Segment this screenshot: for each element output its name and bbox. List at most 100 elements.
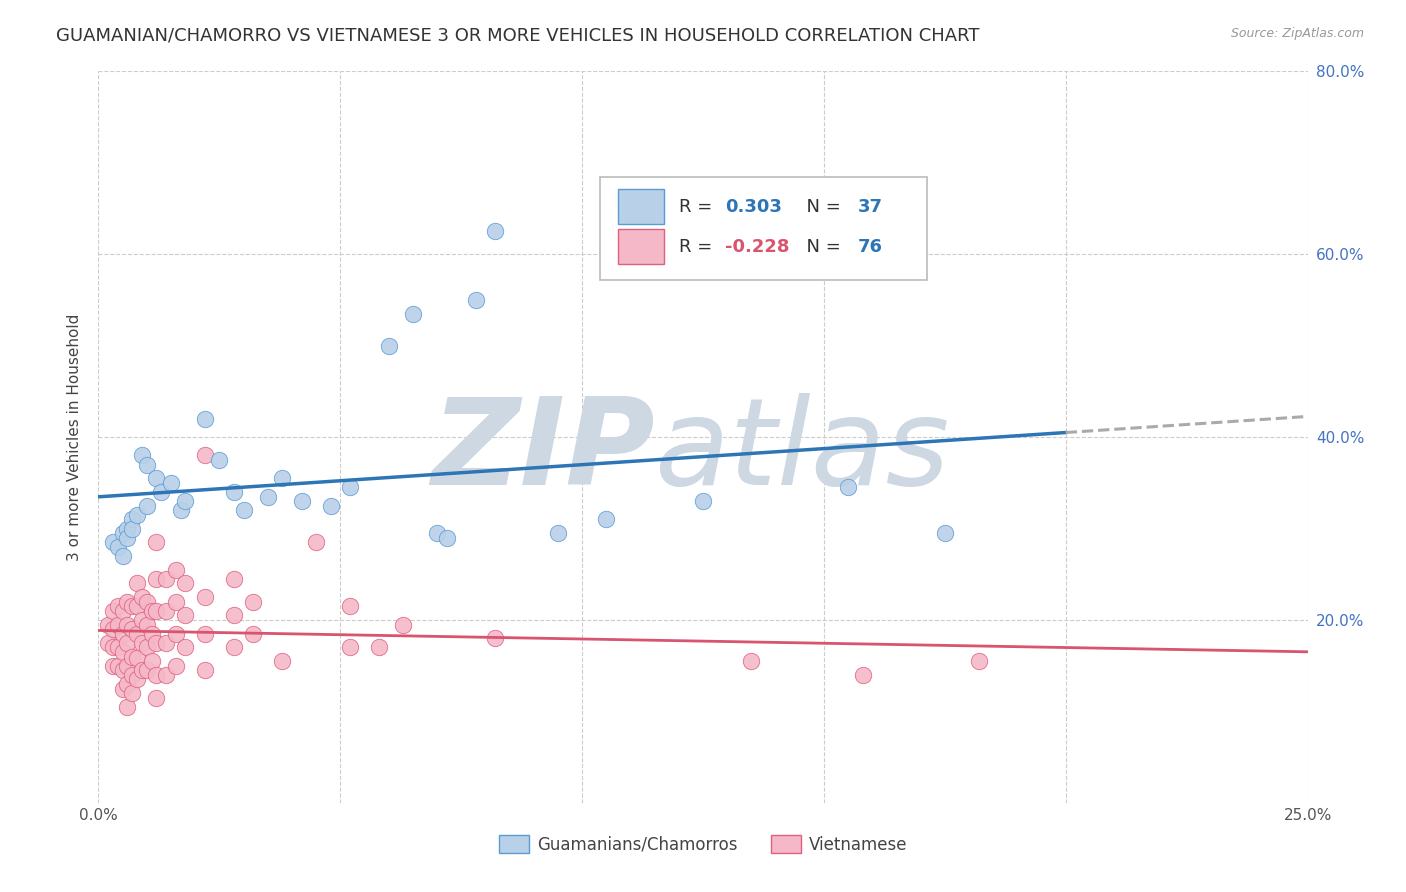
Point (131, 636, 153, 650)
Point (135, 594, 157, 608)
Point (208, 453, 231, 467)
FancyBboxPatch shape (600, 178, 927, 280)
Point (117, 594, 139, 608)
Point (131, 663, 153, 677)
Point (242, 594, 264, 608)
Point (242, 626, 264, 640)
Point (484, 632, 506, 646)
Point (141, 654, 163, 668)
Point (967, 654, 990, 668)
Point (121, 521, 143, 535)
Point (392, 617, 415, 632)
Point (121, 512, 143, 526)
Point (135, 640, 157, 655)
Point (127, 673, 149, 687)
Point (141, 604, 163, 618)
Text: GUAMANIAN/CHAMORRO VS VIETNAMESE 3 OR MORE VEHICLES IN HOUSEHOLD CORRELATION CHA: GUAMANIAN/CHAMORRO VS VIETNAMESE 3 OR MO… (56, 27, 980, 45)
Point (127, 599, 149, 614)
Text: R =: R = (679, 238, 718, 256)
Point (194, 448, 217, 462)
Point (339, 480, 361, 494)
Point (145, 471, 167, 485)
Point (117, 531, 139, 545)
Point (368, 640, 391, 655)
Point (165, 563, 187, 577)
Point (436, 531, 458, 545)
Point (595, 512, 617, 526)
Text: R =: R = (679, 198, 718, 216)
Point (127, 576, 149, 591)
Point (111, 626, 134, 640)
Point (934, 526, 956, 541)
Text: -0.228: -0.228 (724, 238, 789, 256)
Text: 37: 37 (858, 198, 883, 216)
Point (131, 448, 153, 462)
Point (145, 636, 167, 650)
Point (222, 485, 245, 500)
Point (101, 604, 124, 618)
Point (121, 667, 143, 681)
Point (107, 658, 129, 673)
Point (377, 338, 399, 352)
Point (117, 699, 139, 714)
Point (107, 617, 129, 632)
Point (339, 640, 361, 655)
Point (135, 663, 157, 677)
Text: 0.303: 0.303 (724, 198, 782, 216)
Point (169, 503, 191, 517)
Point (117, 521, 139, 535)
Point (101, 622, 124, 636)
Point (111, 549, 134, 563)
Point (97, 617, 120, 632)
Point (127, 508, 149, 522)
Point (121, 622, 143, 636)
Text: N =: N = (794, 238, 846, 256)
Text: atlas: atlas (655, 393, 950, 510)
Point (107, 540, 129, 554)
Point (117, 617, 139, 632)
Point (131, 613, 153, 627)
Point (194, 663, 217, 677)
Point (121, 649, 143, 664)
Point (319, 499, 342, 513)
Point (107, 640, 129, 655)
Point (117, 658, 139, 673)
Point (837, 480, 859, 494)
Point (135, 617, 157, 632)
Text: N =: N = (794, 198, 846, 216)
Point (305, 535, 328, 549)
Point (484, 224, 506, 238)
Point (111, 645, 134, 659)
Point (852, 667, 875, 681)
Point (174, 576, 197, 591)
Point (101, 640, 124, 655)
Point (174, 608, 197, 623)
Point (271, 471, 294, 485)
Point (111, 526, 134, 541)
Point (174, 640, 197, 655)
Point (165, 594, 187, 608)
Point (107, 599, 129, 614)
Point (165, 626, 187, 640)
Point (145, 572, 167, 586)
Point (339, 599, 361, 614)
Point (222, 572, 245, 586)
Point (127, 626, 149, 640)
Point (150, 485, 173, 500)
Point (155, 636, 177, 650)
Point (256, 490, 278, 504)
Legend: Guamanians/Chamorros, Vietnamese: Guamanians/Chamorros, Vietnamese (492, 829, 914, 860)
Point (232, 503, 254, 517)
Point (174, 494, 197, 508)
Point (160, 475, 183, 490)
Point (141, 626, 163, 640)
Point (111, 663, 134, 677)
Point (740, 654, 762, 668)
Point (145, 690, 167, 705)
Point (131, 590, 153, 604)
Point (135, 458, 157, 472)
Point (426, 526, 449, 541)
Point (145, 535, 167, 549)
Text: 76: 76 (858, 238, 883, 256)
Point (101, 658, 124, 673)
